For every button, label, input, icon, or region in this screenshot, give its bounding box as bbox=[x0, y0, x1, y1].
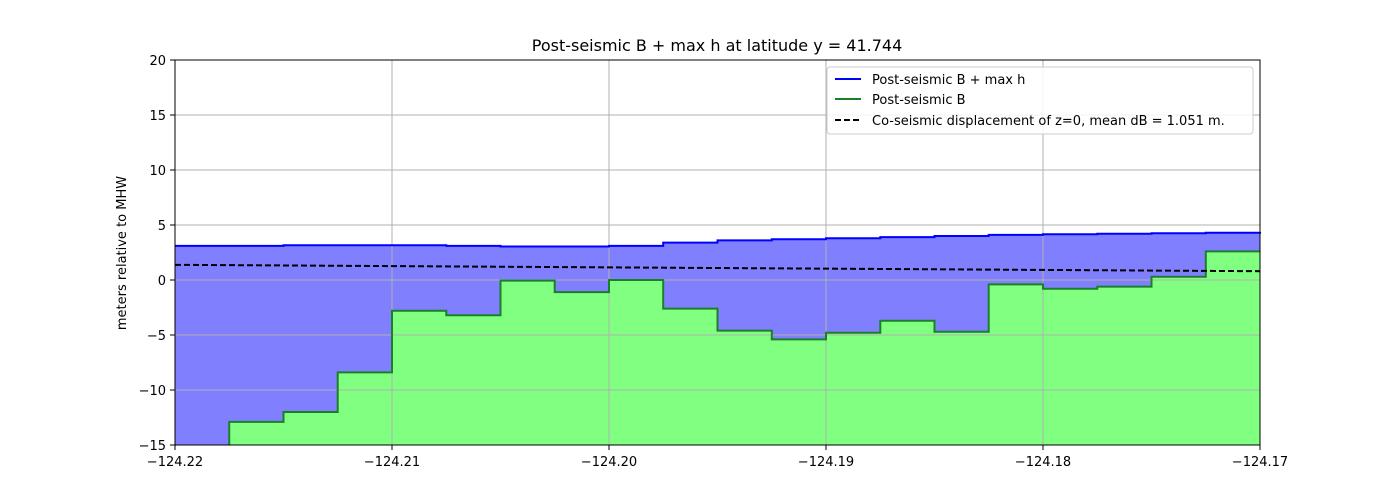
y-tick-label: 10 bbox=[149, 164, 166, 179]
x-tick-label: −124.20 bbox=[581, 455, 637, 470]
y-tick-label: 15 bbox=[149, 109, 166, 124]
y-tick-label: 5 bbox=[158, 219, 166, 234]
plot-area bbox=[175, 232, 1261, 445]
series-line-dashed bbox=[174, 263, 1261, 273]
series-line-blue bbox=[175, 231, 1261, 248]
y-tick-label: −5 bbox=[147, 329, 166, 344]
y-axis-label: meters relative to MHW bbox=[115, 176, 130, 330]
x-tick-label: −124.22 bbox=[147, 455, 203, 470]
series-lines bbox=[174, 231, 1261, 446]
x-tick-label: −124.19 bbox=[798, 455, 854, 470]
chart-title: Post-seismic B + max h at latitude y = 4… bbox=[532, 36, 903, 55]
legend-label-dashed: Co-seismic displacement of z=0, mean dB … bbox=[872, 114, 1225, 129]
legend: Post-seismic B + max h Post-seismic B Co… bbox=[826, 66, 1254, 135]
y-axis: −15 −10 −5 0 5 10 15 20 bbox=[139, 54, 175, 454]
legend-box bbox=[826, 66, 1254, 135]
legend-label-green: Post-seismic B bbox=[872, 93, 966, 108]
y-tick-label: −10 bbox=[139, 384, 166, 399]
y-tick-label: −15 bbox=[139, 439, 166, 454]
green-fill-area bbox=[229, 251, 1261, 445]
x-tick-label: −124.17 bbox=[1232, 455, 1288, 470]
x-axis: −124.22 −124.21 −124.20 −124.19 −124.18 −124.… bbox=[147, 445, 1288, 470]
y-tick-label: 0 bbox=[158, 274, 166, 289]
x-tick-label: −124.18 bbox=[1015, 455, 1071, 470]
x-tick-label: −124.21 bbox=[364, 455, 420, 470]
series-line-green bbox=[228, 250, 1260, 446]
legend-label-blue: Post-seismic B + max h bbox=[872, 73, 1025, 88]
y-tick-label: 20 bbox=[149, 54, 166, 69]
plot-frame bbox=[174, 59, 1261, 446]
